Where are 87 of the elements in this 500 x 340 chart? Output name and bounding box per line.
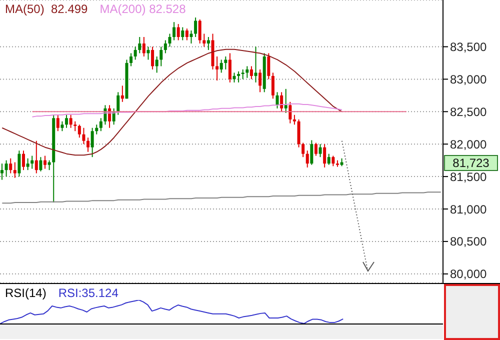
candlestick [9, 158, 12, 174]
line-series [341, 140, 368, 272]
candlestick [323, 144, 326, 168]
candlestick [95, 124, 98, 135]
candlestick [206, 36, 210, 50]
text: MA(200) 82.528 [100, 2, 186, 16]
candlestick [216, 56, 219, 81]
candlestick [232, 72, 236, 83]
candlestick [288, 101, 292, 124]
candlestick [292, 114, 296, 126]
candlestick [284, 88, 288, 114]
candlestick [82, 127, 86, 145]
candlestick [155, 56, 158, 74]
candlestick [302, 142, 305, 158]
line-series [2, 48, 342, 156]
candlestick [99, 118, 102, 132]
candlestick [120, 85, 124, 102]
series-label: RSI:35.124 [58, 286, 118, 300]
candlestick [44, 155, 47, 170]
candlestick [90, 127, 94, 158]
y-tick-label: 83,000 [450, 72, 488, 86]
candlestick [60, 120, 64, 132]
candlestick [160, 46, 163, 67]
y-tick-label: 80,000 [450, 267, 488, 282]
candlestick [190, 30, 193, 44]
candlestick [258, 68, 262, 93]
candlestick [250, 66, 253, 80]
candlestick [69, 114, 72, 128]
candlestick [78, 124, 81, 138]
candlestick [314, 142, 318, 156]
candlestick [241, 68, 244, 80]
candlestick [30, 155, 34, 170]
candlestick [332, 155, 335, 167]
candlestick [202, 33, 206, 48]
candlestick [246, 66, 249, 78]
candlestick [134, 46, 137, 60]
line-series [2, 192, 442, 204]
candlestick [13, 162, 16, 178]
candlestick [130, 52, 133, 67]
text: MA(50) 82.499 [5, 2, 88, 16]
candlestick [237, 70, 240, 83]
y-tick-label: 81,000 [450, 202, 488, 216]
candlestick [327, 153, 330, 166]
candlestick [56, 114, 60, 132]
y-tick-label: 83,500 [450, 40, 488, 54]
candlestick [26, 158, 30, 171]
candlestick [65, 114, 68, 128]
candlestick [306, 150, 309, 168]
candlestick [138, 36, 142, 54]
candlestick [318, 144, 322, 158]
candlestick [185, 28, 188, 41]
candlestick [198, 18, 202, 44]
candlestick [267, 52, 270, 80]
candlestick [194, 17, 198, 38]
candlestick [228, 52, 232, 83]
candlestick [271, 72, 274, 100]
candlestick [116, 92, 120, 116]
candlestick [4, 160, 8, 178]
text: 81,723 [444, 155, 498, 172]
candlestick [86, 137, 90, 152]
y-tick-label: 82,500 [450, 104, 488, 119]
y-tick-label: 82,000 [450, 137, 488, 152]
chart-title: RSI(14) [5, 286, 46, 300]
candlestick [164, 40, 167, 54]
candlestick [18, 150, 21, 178]
candlestick [172, 22, 176, 41]
candlestick [168, 33, 172, 48]
candlestick [142, 36, 146, 57]
candlestick [146, 46, 150, 60]
candlestick [220, 59, 223, 74]
candlestick [280, 92, 284, 112]
candlestick [181, 26, 184, 41]
candlestick [151, 46, 154, 70]
candlestick [0, 163, 4, 180]
y-tick-label: 80,500 [450, 234, 488, 249]
candlestick [276, 92, 279, 109]
candlestick [176, 24, 180, 41]
candlestick [224, 56, 228, 70]
y-tick-label: 81,500 [450, 170, 488, 184]
candlestick [74, 120, 77, 132]
candlestick [48, 160, 51, 171]
candlestick [39, 156, 42, 172]
candlestick [34, 140, 38, 174]
candlestick [297, 118, 300, 148]
candlestick [22, 150, 26, 171]
candlestick [254, 46, 258, 83]
candlestick [310, 140, 314, 166]
